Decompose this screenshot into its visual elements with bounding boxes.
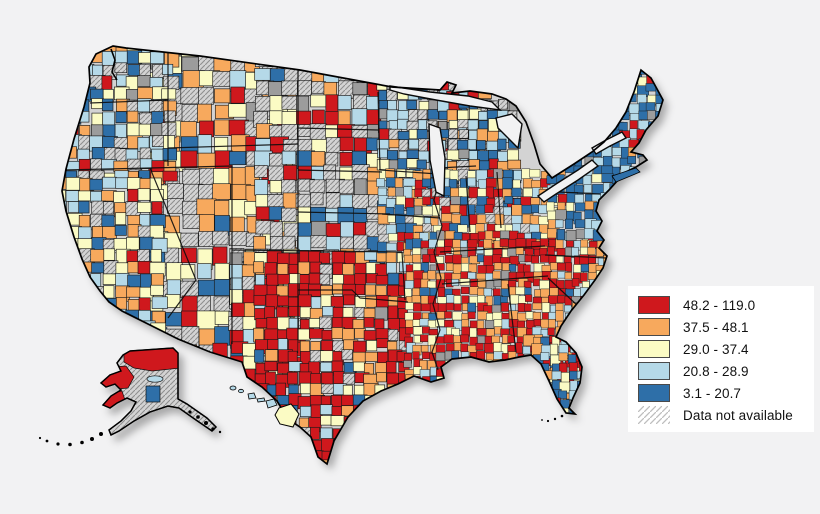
legend-no-data-label: Data not available <box>683 407 793 423</box>
legend-item-label: 37.5 - 48.1 <box>683 319 749 335</box>
no-data-hatch-swatch <box>638 406 670 424</box>
legend-item-1: 48.2 - 119.0 <box>638 294 804 316</box>
state-borders <box>63 52 607 371</box>
legend-item-3: 29.0 - 37.4 <box>638 338 804 360</box>
great-lakes <box>389 85 628 203</box>
legend-item-label: 20.8 - 28.9 <box>683 363 749 379</box>
legend-item-label: 3.1 - 20.7 <box>683 385 742 401</box>
legend-item-4: 20.8 - 28.9 <box>638 360 804 382</box>
legend-swatch-2 <box>638 318 670 336</box>
legend-item-2: 37.5 - 48.1 <box>638 316 804 338</box>
legend-swatch-3 <box>638 340 670 358</box>
legend-swatch-1 <box>638 296 670 314</box>
legend-item-label: 29.0 - 37.4 <box>683 341 749 357</box>
map-legend: 48.2 - 119.0 37.5 - 48.1 29.0 - 37.4 20.… <box>628 286 814 432</box>
legend-item-no-data: Data not available <box>638 404 804 426</box>
legend-swatch-4 <box>638 362 670 380</box>
coastline-outlines <box>38 45 664 466</box>
legend-item-5: 3.1 - 20.7 <box>638 382 804 404</box>
county-mosaic-contiguous-us <box>62 46 663 464</box>
legend-swatch-5 <box>638 384 670 402</box>
legend-item-label: 48.2 - 119.0 <box>683 297 756 313</box>
